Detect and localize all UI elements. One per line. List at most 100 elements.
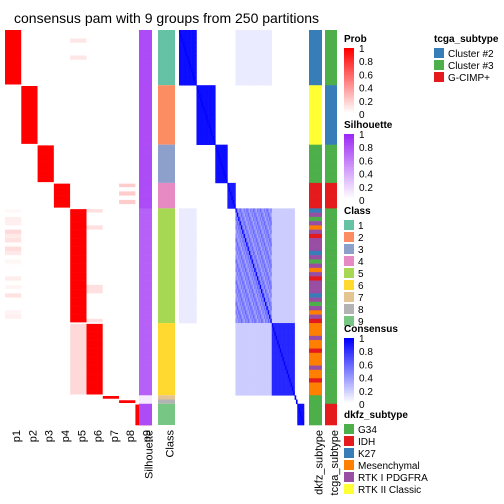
consensus-cell [181,301,184,307]
consensus-cell [188,212,191,218]
consensus-cell [213,89,216,95]
consensus-cell [244,267,247,273]
consensus-cell [251,55,254,61]
prob-cell [102,119,120,124]
consensus-cell [279,327,282,332]
consensus-cell [283,306,286,311]
dkfz-cell [309,420,322,426]
consensus-cell [260,38,263,44]
consensus-cell [189,63,192,69]
consensus-cell [279,238,282,243]
consensus-cell [277,280,279,286]
consensus-cell [252,255,255,260]
consensus-cell [254,357,256,362]
prob-cell [119,195,136,201]
dkfz-cell [309,221,322,226]
consensus-cell [239,59,242,65]
consensus-cell [255,225,258,230]
consensus-cell [205,127,208,133]
consensus-cell [254,259,256,264]
consensus-cell [266,314,269,320]
consensus-cell [240,369,243,375]
consensus-cell [189,34,192,39]
consensus-legend-gradient [344,377,354,381]
consensus-cell [267,382,270,388]
tcga-subtype-legend-label: Cluster #2 [448,49,494,60]
consensus-cell [239,276,242,281]
prob-cell [5,344,22,349]
consensus-cell [184,259,187,264]
prob-cell [5,382,22,388]
consensus-cell [289,386,291,392]
consensus-cell [243,280,246,286]
consensus-cell [269,284,271,290]
consensus-cell [283,293,286,298]
consensus-cell [267,80,270,86]
consensus-cell [260,335,263,341]
consensus-cell [297,420,299,426]
consensus-cell [248,369,251,375]
prob-cell [37,310,54,315]
consensus-cell [247,335,250,341]
consensus-cell [265,55,267,61]
consensus-cell [183,280,185,286]
consensus-cell [262,344,264,349]
consensus-cell [181,59,184,65]
consensus-cell [287,361,290,366]
consensus-cell [259,327,262,332]
consensus-cell [289,344,291,349]
dkfz-cell [309,267,322,273]
silhouette-legend-gradient [344,140,354,144]
prob-cell [53,110,71,116]
consensus-cell [278,284,281,290]
prob-cell [86,42,103,48]
consensus-cell [239,297,242,303]
consensus-cell [271,335,274,341]
consensus-cell [243,365,246,371]
consensus-cell [247,318,250,324]
prob-cell [21,161,38,167]
consensus-cell [192,310,195,315]
consensus-cell [247,382,250,388]
consensus-cell [184,72,187,78]
consensus-cell [236,386,239,392]
consensus-cell [246,365,248,371]
consensus-cell [254,208,256,213]
consensus-cell [247,38,250,44]
dkfz-subtype-legend-label: IDH [358,437,375,448]
prob-cell [86,68,103,73]
consensus-cell [235,267,238,273]
prob-cell [53,106,71,111]
consensus-cell [289,391,291,396]
consensus-cell [278,267,281,273]
silhouette-legend-gradient [344,160,354,163]
consensus-cell [185,289,188,294]
consensus-cell [266,374,269,379]
silhouette-cell [139,369,152,375]
dkfz-subtype-legend-swatch [344,436,354,446]
consensus-cell [266,331,269,337]
consensus-cell [270,382,273,388]
consensus-cell [235,365,238,371]
consensus-cell [205,85,208,90]
consensus-cell [274,378,277,383]
consensus-cell [263,76,266,82]
prob-cell [70,157,87,162]
consensus-cell [256,276,259,281]
consensus-cell [263,255,266,260]
consensus-cell [213,127,216,133]
consensus-cell [201,123,204,128]
consensus-cell [187,216,189,222]
consensus-cell [258,63,260,69]
consensus-cell [251,208,254,213]
prob-cell [86,280,103,286]
consensus-cell [235,335,238,341]
prob-cell [86,293,103,298]
consensus-cell [260,76,263,82]
consensus-cell [183,42,185,48]
consensus-cell [192,246,195,252]
consensus-cell [242,361,244,366]
consensus-cell [263,280,266,286]
consensus-cell [285,391,287,396]
consensus-cell [250,348,252,354]
